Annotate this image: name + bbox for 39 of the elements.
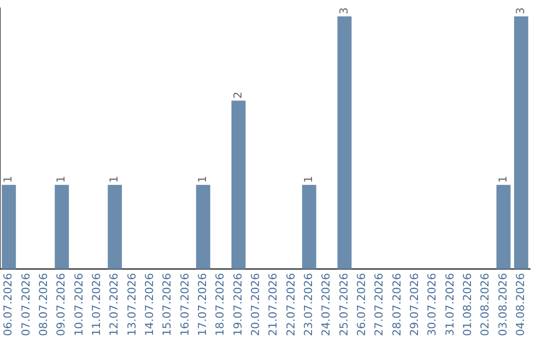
x-tick-label: 19.07.2026 xyxy=(231,273,244,336)
x-tick-label: 31.07.2026 xyxy=(443,273,456,336)
data-label: 1 xyxy=(496,176,510,183)
x-tick-label: 13.07.2026 xyxy=(125,273,138,336)
x-tick-label: 24.07.2026 xyxy=(320,273,333,336)
x-tick-label: 26.07.2026 xyxy=(355,273,368,336)
x-tick-label: 14.07.2026 xyxy=(143,273,156,336)
x-tick-label: 16.07.2026 xyxy=(178,273,192,336)
data-label: 3 xyxy=(514,7,528,14)
data-label: 1 xyxy=(54,176,68,183)
data-label: 2 xyxy=(231,92,244,99)
data-label: 1 xyxy=(196,176,210,183)
x-tick-label: 23.07.2026 xyxy=(302,273,316,336)
x-tick-label: 20.07.2026 xyxy=(249,273,262,336)
x-tick-label: 12.07.2026 xyxy=(108,273,121,336)
x-tick-label: 11.07.2026 xyxy=(90,273,104,336)
x-tick-label: 17.07.2026 xyxy=(196,273,210,336)
x-tick-label: 30.07.2026 xyxy=(426,273,439,336)
data-label: 1 xyxy=(302,176,316,183)
x-tick-label: 18.07.2026 xyxy=(214,273,227,336)
x-tick-label: 15.07.2026 xyxy=(160,273,174,336)
x-tick-label: 25.07.2026 xyxy=(337,273,350,336)
data-label: 1 xyxy=(2,176,15,183)
x-tick-label: 28.07.2026 xyxy=(390,273,404,336)
x-tick-label: 29.07.2026 xyxy=(408,273,422,336)
x-tick-label: 04.08.2026 xyxy=(514,273,528,336)
data-label: 1 xyxy=(108,176,121,183)
x-tick-label: 27.07.2026 xyxy=(372,273,386,336)
x-tick-label: 03.08.2026 xyxy=(496,273,510,336)
data-label: 3 xyxy=(337,7,350,14)
x-tick-label: 01.08.2026 xyxy=(461,273,474,336)
x-tick-label: 22.07.2026 xyxy=(284,273,298,336)
x-tick-label: 08.07.2026 xyxy=(37,273,50,336)
x-tick-label: 02.08.2026 xyxy=(478,273,492,336)
x-tick-label: 21.07.2026 xyxy=(266,273,280,336)
x-tick-label: 06.07.2026 xyxy=(2,273,15,336)
x-tick-label: 10.07.2026 xyxy=(72,273,86,336)
x-tick-label: 07.07.2026 xyxy=(19,273,32,336)
x-tick-label: 09.07.2026 xyxy=(54,273,68,336)
